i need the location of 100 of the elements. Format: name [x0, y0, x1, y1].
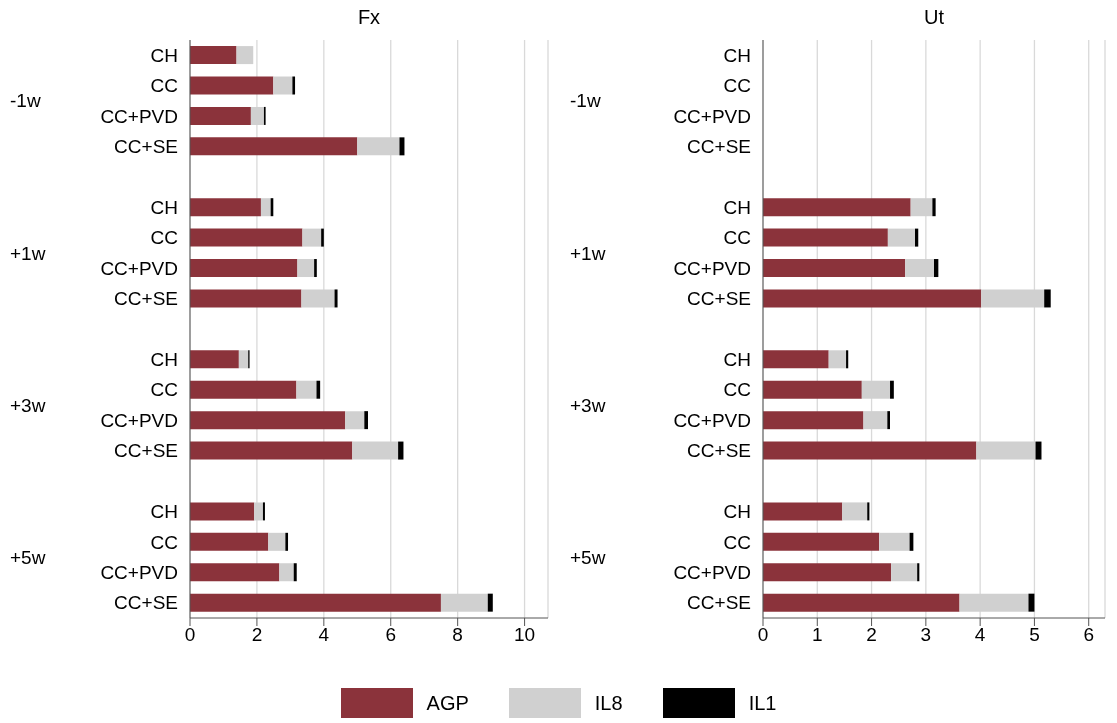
text: +3w	[10, 394, 46, 416]
bar	[828, 350, 847, 369]
y-tick-label: CC+SE	[687, 592, 751, 614]
bar	[238, 350, 249, 369]
x-tick-label: 8	[452, 624, 463, 646]
bar	[190, 137, 358, 156]
text: -1w	[570, 90, 601, 112]
y-tick-label: CC	[723, 379, 751, 401]
y-tick-label: CH	[150, 349, 178, 371]
bar	[190, 563, 280, 582]
x-tick-label: 1	[812, 624, 823, 646]
y-tick-label: CC	[723, 531, 751, 553]
bar	[763, 289, 982, 308]
bar	[934, 259, 939, 278]
y-tick-label: CC	[150, 531, 178, 553]
bar	[1044, 289, 1051, 308]
y-tick-label: CC	[150, 379, 178, 401]
y-tick-label: CH	[150, 501, 178, 523]
y-tick-label: CC+PVD	[100, 257, 178, 279]
y-tick-label: CC+SE	[114, 440, 178, 462]
bar	[285, 532, 289, 551]
y-tick-label: CC	[150, 75, 178, 97]
bar	[891, 563, 918, 582]
bar	[763, 532, 880, 551]
bar	[190, 106, 251, 125]
bar	[316, 380, 321, 399]
bar	[190, 228, 303, 247]
bar	[1028, 593, 1035, 612]
y-tick-label: CH	[723, 196, 751, 218]
y-tick-label: CH	[723, 501, 751, 523]
bar	[763, 502, 843, 521]
bar	[190, 198, 261, 217]
bar	[190, 441, 353, 460]
legend-label: IL8	[594, 691, 623, 715]
x-tick-label: 4	[318, 624, 330, 646]
bar	[262, 502, 265, 521]
bar	[932, 198, 936, 217]
bar	[190, 259, 298, 278]
bar	[763, 198, 911, 217]
legend-label: IL1	[748, 691, 777, 715]
y-tick-label: CC+PVD	[100, 409, 178, 431]
bar	[190, 532, 269, 551]
y-tick-label: CC	[723, 227, 751, 249]
y-tick-label: CC+SE	[114, 136, 178, 158]
bar	[268, 532, 286, 551]
legend-label: AGP	[426, 691, 469, 715]
bar	[293, 563, 297, 582]
bar	[190, 46, 237, 65]
text: +1w	[10, 242, 46, 264]
bar	[763, 380, 862, 399]
x-tick-label: 4	[974, 624, 986, 646]
y-tick-label: CC+PVD	[100, 105, 178, 127]
chart-title: Fx	[356, 6, 382, 29]
x-tick-label: 0	[184, 624, 196, 646]
bar	[763, 593, 960, 612]
bar	[190, 350, 239, 369]
y-tick-label: CC+PVD	[673, 257, 751, 279]
bar	[190, 380, 297, 399]
y-tick-label: CC+SE	[114, 288, 178, 310]
x-tick-label: 10	[514, 624, 536, 646]
bar	[487, 593, 493, 612]
bar	[190, 76, 274, 95]
text: +3w	[570, 394, 606, 416]
bar	[190, 289, 302, 308]
bar	[302, 228, 322, 247]
bar	[890, 380, 894, 399]
bar	[887, 411, 891, 430]
bar	[314, 259, 317, 278]
bar	[879, 532, 910, 551]
bar	[190, 502, 255, 521]
bar	[887, 228, 915, 247]
bar	[345, 411, 365, 430]
y-tick-label: CC+PVD	[673, 562, 751, 584]
bar	[763, 259, 906, 278]
bar	[763, 350, 829, 369]
chart-title: Ut	[923, 6, 945, 29]
bar	[763, 441, 977, 460]
bar	[364, 411, 368, 430]
bar	[915, 228, 919, 247]
bar	[260, 198, 271, 217]
bar	[842, 502, 868, 521]
y-tick-label: CH	[150, 44, 178, 66]
y-tick-label: CC+PVD	[100, 562, 178, 584]
x-tick-label: 2	[866, 624, 877, 646]
y-tick-label: CH	[723, 349, 751, 371]
bar	[334, 289, 338, 308]
bar	[190, 411, 346, 430]
text: +5w	[570, 546, 606, 568]
bar	[190, 593, 441, 612]
text: +5w	[10, 546, 46, 568]
y-tick-label: CC	[150, 227, 178, 249]
bar	[763, 563, 892, 582]
bar	[279, 563, 294, 582]
y-tick-label: CH	[150, 196, 178, 218]
x-tick-label: 2	[251, 624, 263, 646]
bar	[273, 76, 293, 95]
bar	[398, 441, 404, 460]
bar	[296, 380, 317, 399]
bar	[763, 228, 888, 247]
y-tick-label: CC+SE	[114, 592, 178, 614]
